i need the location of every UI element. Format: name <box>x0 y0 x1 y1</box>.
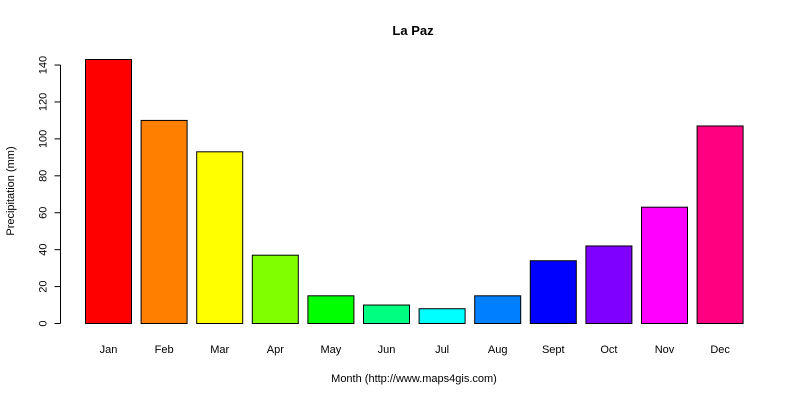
bar-oct <box>585 245 633 324</box>
y-tick-label: 140 <box>38 56 50 74</box>
x-axis-label: Month (http://www.maps4gis.com) <box>331 373 497 385</box>
x-tick-label: Jun <box>378 344 396 356</box>
bar-mar <box>196 151 244 324</box>
y-tick-label: 40 <box>38 244 50 256</box>
bar-nov <box>641 206 688 324</box>
x-tick-label: Jul <box>435 344 449 356</box>
bar-jun <box>363 304 410 324</box>
bar-aug <box>474 295 522 324</box>
y-tick-label: 80 <box>38 170 50 182</box>
bar-jan <box>85 59 132 324</box>
x-tick-label: May <box>321 344 342 356</box>
bars <box>85 59 744 325</box>
y-axis-label: Precipitation (mm) <box>5 146 17 235</box>
x-tick-label: Dec <box>710 344 730 356</box>
x-tick-label: Oct <box>600 344 617 356</box>
y-tick-label: 0 <box>38 320 50 326</box>
bar-dec <box>696 125 744 325</box>
x-tick-label: Jan <box>100 344 118 356</box>
x-tick-label: Sept <box>542 344 565 356</box>
bar-jul <box>418 308 466 325</box>
y-tick-label: 120 <box>38 93 50 111</box>
y-tick-label: 20 <box>38 280 50 292</box>
x-tick-label: Mar <box>210 344 229 356</box>
bar-may <box>307 295 355 324</box>
y-tick-label: 60 <box>38 207 50 219</box>
chart-title: La Paz <box>392 23 434 38</box>
x-tick-label: Aug <box>488 344 508 356</box>
bar-feb <box>140 119 188 324</box>
bar-sept <box>529 260 577 325</box>
x-tick-label: Feb <box>155 344 174 356</box>
y-axis: 0 20 40 60 80 100 120 140 <box>38 56 61 327</box>
x-tick-label: Nov <box>655 344 675 356</box>
x-tick-label: Apr <box>267 344 284 356</box>
bar-apr <box>251 254 299 324</box>
y-tick-label: 100 <box>38 130 50 148</box>
x-axis-labels: Jan Feb Mar Apr May Jun Jul Aug Sept Oct Nov Dec <box>100 344 731 356</box>
